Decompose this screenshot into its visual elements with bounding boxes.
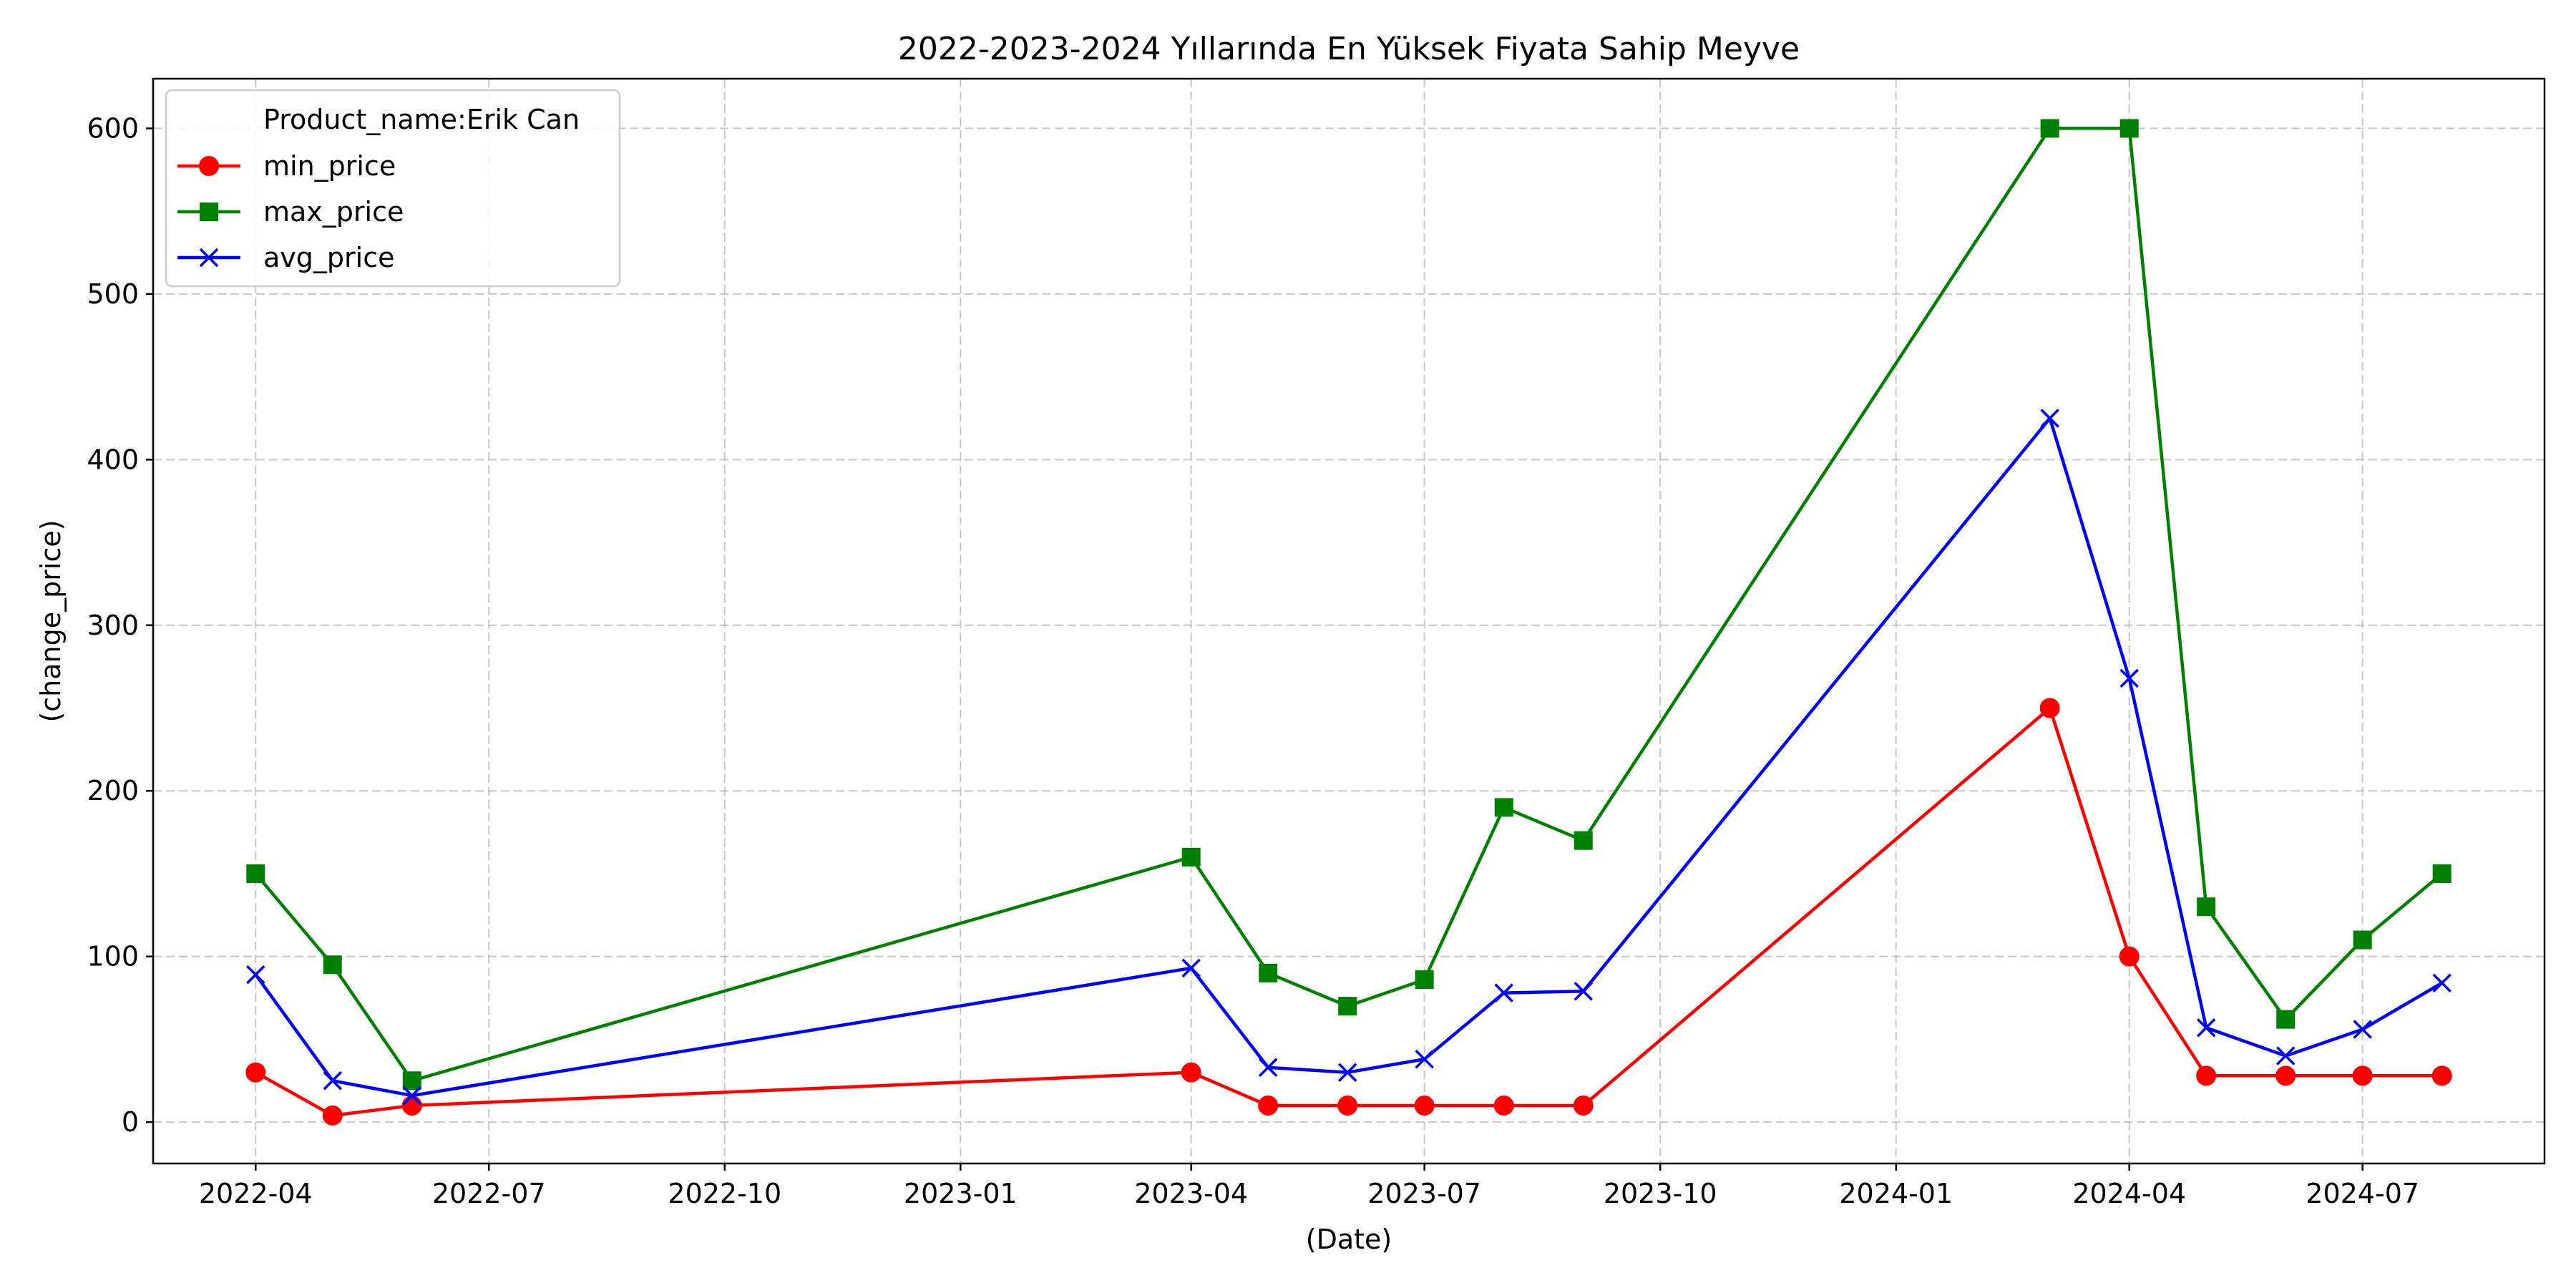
plot-frame xyxy=(152,77,2546,1165)
series-avg_price xyxy=(246,409,2451,1106)
max_price-point xyxy=(402,1071,421,1091)
x-tick-label: 2022-07 xyxy=(432,1178,546,1209)
max_price-point xyxy=(2276,1010,2296,1029)
max_price-point xyxy=(2040,119,2059,138)
min_price-point xyxy=(1493,1095,1514,1116)
x-tick-label: 2024-01 xyxy=(1839,1178,1953,1209)
x-tick-label: 2022-10 xyxy=(668,1178,781,1209)
avg_price-point xyxy=(1258,1058,1278,1077)
max_price-point xyxy=(1259,963,1278,982)
avg_price-point xyxy=(2353,1020,2372,1039)
y-tick-label: 200 xyxy=(87,775,139,806)
min_price-point xyxy=(1573,1095,1594,1116)
min_price-point xyxy=(2039,698,2060,718)
y-tick-label: 300 xyxy=(87,610,139,641)
legend-marker xyxy=(199,156,219,176)
legend-header: Product_name:Erik Can xyxy=(263,104,580,135)
min_price-point xyxy=(1337,1095,1358,1116)
max_price-point xyxy=(1415,970,1434,990)
chart-title: 2022-2023-2024 Yılların­da En Yüksek Fiy… xyxy=(898,31,1800,67)
legend: Product_name:Erik Can min_price max_price… xyxy=(165,89,621,288)
tick-layer: 0 100 200 300 400 500 600 2022-04 2022-07 2022-10… xyxy=(87,112,2419,1209)
max_price-point xyxy=(2353,930,2372,950)
y-tick-label: 600 xyxy=(87,112,139,144)
avg_price-point xyxy=(2119,668,2139,688)
min_price-point xyxy=(1258,1095,1279,1116)
x-tick-label: 2023-07 xyxy=(1367,1178,1481,1209)
min_price-point xyxy=(322,1105,343,1126)
x-tick-label: 2022-04 xyxy=(199,1178,313,1209)
max_price-point xyxy=(2119,119,2139,138)
x-axis-label: (Date) xyxy=(1306,1224,1392,1255)
avg_price-point xyxy=(1494,983,1513,1002)
x-tick-label: 2023-04 xyxy=(1134,1178,1248,1209)
legend-item-avg_price: avg_price xyxy=(177,242,394,273)
avg_price-point xyxy=(323,1071,342,1091)
legend-item-min_price: min_price xyxy=(177,150,396,182)
min_price-point xyxy=(2119,946,2140,967)
max_price-point xyxy=(1574,831,1593,850)
min_price-point xyxy=(2431,1065,2452,1086)
min_price-line xyxy=(255,706,2442,1118)
y-tick-label: 500 xyxy=(87,278,139,310)
x-tick-label: 2024-07 xyxy=(2306,1178,2419,1209)
legend-box xyxy=(165,89,621,288)
legend-label: max_price xyxy=(263,196,404,228)
max_price-point xyxy=(246,864,265,883)
min_price-point xyxy=(245,1062,266,1083)
max_price-point xyxy=(2432,864,2451,883)
series-min_price xyxy=(245,698,2452,1126)
series-layer xyxy=(245,119,2452,1126)
min_price-point xyxy=(2275,1065,2296,1086)
legend-item-max_price: max_price xyxy=(177,196,404,228)
legend-marker xyxy=(199,248,219,268)
series-max_price xyxy=(246,119,2451,1091)
min_price-point xyxy=(1181,1062,1201,1083)
x-tick-label: 2023-01 xyxy=(904,1178,1018,1209)
avg_price-point xyxy=(1181,958,1201,978)
legend-label: avg_price xyxy=(263,242,394,273)
y-tick-label: 0 xyxy=(122,1106,139,1138)
min_price-point xyxy=(401,1095,422,1116)
max_price-point xyxy=(323,955,342,975)
y-tick-label: 100 xyxy=(87,941,139,972)
avg_price-point xyxy=(2275,1046,2296,1065)
legend-entries: min_price max_price avg_price xyxy=(177,150,404,273)
legend-marker xyxy=(200,203,218,221)
avg_price-point xyxy=(2040,409,2059,428)
y-axis-label: (change_price) xyxy=(35,519,67,722)
avg_price-point xyxy=(2432,973,2451,992)
min_price-point xyxy=(2196,1065,2217,1086)
avg_price-point xyxy=(1574,982,1593,1001)
min_price-point xyxy=(2352,1065,2373,1086)
avg_price-line xyxy=(254,416,2443,1098)
avg_price-point xyxy=(1337,1063,1357,1082)
x-tick-label: 2024-04 xyxy=(2072,1178,2186,1209)
avg_price-point xyxy=(1415,1049,1434,1069)
min_price-point xyxy=(1414,1095,1435,1116)
x-tick-label: 2023-10 xyxy=(1604,1178,1717,1209)
max_price-point xyxy=(1494,798,1513,817)
avg_price-point xyxy=(246,965,265,985)
avg_price-point xyxy=(402,1085,422,1106)
max_price-point xyxy=(2197,897,2216,917)
y-tick-label: 400 xyxy=(87,444,139,475)
legend-label: min_price xyxy=(263,150,396,182)
avg_price-point xyxy=(2196,1018,2216,1038)
max_price-point xyxy=(1338,997,1357,1016)
max_price-point xyxy=(1181,847,1201,867)
